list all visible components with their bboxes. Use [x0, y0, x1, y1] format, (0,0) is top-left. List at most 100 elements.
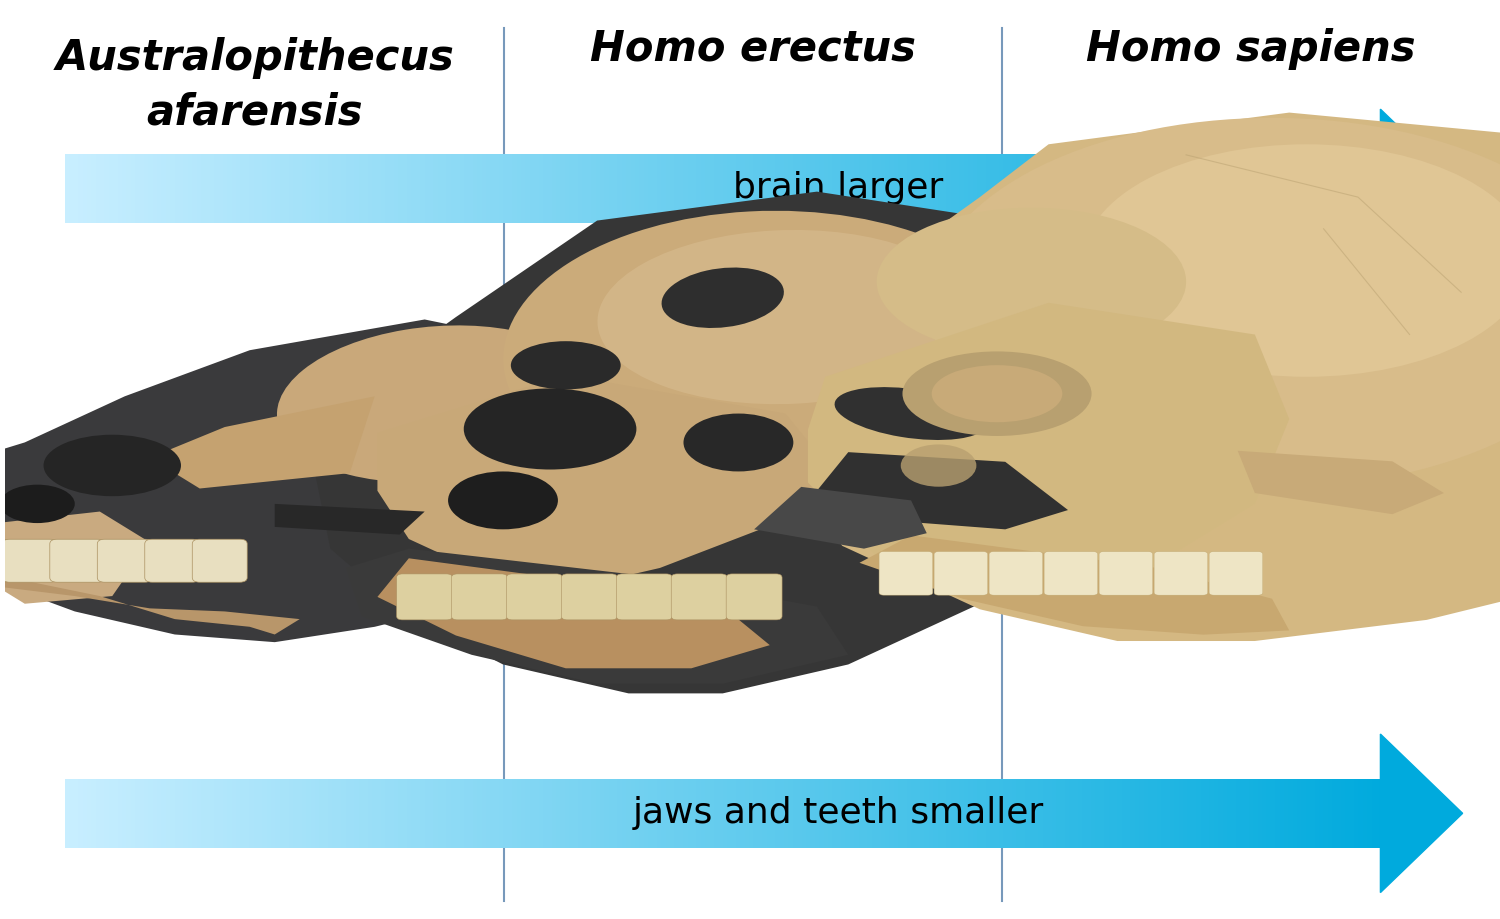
- Bar: [424, 153, 429, 222]
- Bar: [390, 153, 394, 222]
- Bar: [345, 153, 350, 222]
- Bar: [566, 778, 570, 847]
- Bar: [240, 778, 244, 847]
- Bar: [144, 153, 148, 222]
- Bar: [898, 153, 903, 222]
- Bar: [1257, 153, 1262, 222]
- Bar: [718, 153, 723, 222]
- Bar: [504, 778, 509, 847]
- Bar: [801, 778, 806, 847]
- Bar: [447, 778, 452, 847]
- Bar: [354, 778, 358, 847]
- Bar: [1204, 778, 1209, 847]
- Bar: [240, 153, 244, 222]
- Bar: [1270, 778, 1275, 847]
- Bar: [1218, 153, 1222, 222]
- Bar: [846, 153, 850, 222]
- Bar: [969, 778, 972, 847]
- Bar: [876, 153, 880, 222]
- Bar: [1026, 778, 1029, 847]
- Bar: [622, 153, 627, 222]
- Bar: [986, 778, 990, 847]
- Bar: [994, 153, 999, 222]
- Bar: [1148, 153, 1152, 222]
- Bar: [1197, 778, 1200, 847]
- Bar: [964, 778, 969, 847]
- Bar: [1371, 778, 1376, 847]
- Bar: [358, 778, 363, 847]
- Bar: [166, 153, 171, 222]
- Bar: [1179, 153, 1184, 222]
- Polygon shape: [346, 549, 849, 684]
- Bar: [1188, 778, 1192, 847]
- Bar: [964, 153, 969, 222]
- Bar: [680, 153, 684, 222]
- Bar: [714, 778, 718, 847]
- Bar: [794, 778, 798, 847]
- Bar: [1293, 153, 1298, 222]
- Bar: [509, 153, 513, 222]
- Bar: [1122, 153, 1126, 222]
- Bar: [744, 778, 748, 847]
- Bar: [644, 778, 648, 847]
- Bar: [885, 778, 890, 847]
- Bar: [666, 153, 670, 222]
- Bar: [1323, 153, 1328, 222]
- Bar: [534, 778, 538, 847]
- Bar: [201, 778, 206, 847]
- Bar: [1254, 778, 1257, 847]
- Bar: [784, 778, 789, 847]
- Bar: [158, 153, 162, 222]
- Bar: [687, 778, 692, 847]
- Bar: [1017, 778, 1022, 847]
- Bar: [1083, 778, 1086, 847]
- Bar: [381, 153, 386, 222]
- Bar: [1170, 778, 1174, 847]
- Bar: [1148, 778, 1152, 847]
- Bar: [837, 153, 842, 222]
- Bar: [429, 778, 433, 847]
- Bar: [732, 153, 736, 222]
- Bar: [1052, 153, 1056, 222]
- Bar: [933, 153, 938, 222]
- Bar: [1200, 153, 1204, 222]
- Polygon shape: [378, 558, 770, 668]
- Bar: [276, 153, 280, 222]
- Bar: [969, 153, 972, 222]
- Bar: [416, 778, 420, 847]
- Bar: [411, 778, 416, 847]
- FancyBboxPatch shape: [1100, 551, 1154, 596]
- Bar: [648, 153, 652, 222]
- Bar: [114, 778, 117, 847]
- Bar: [464, 153, 468, 222]
- Bar: [630, 153, 634, 222]
- Bar: [1140, 778, 1143, 847]
- Polygon shape: [774, 112, 1500, 641]
- Bar: [174, 153, 178, 222]
- Bar: [1266, 153, 1270, 222]
- Bar: [548, 778, 552, 847]
- Bar: [447, 153, 452, 222]
- Bar: [946, 153, 951, 222]
- Text: Australopithecus
afarensis: Australopithecus afarensis: [56, 37, 454, 134]
- Bar: [122, 778, 126, 847]
- Bar: [1017, 153, 1022, 222]
- Bar: [92, 153, 96, 222]
- Bar: [801, 153, 806, 222]
- Bar: [1004, 153, 1008, 222]
- Bar: [723, 153, 728, 222]
- Bar: [1052, 778, 1056, 847]
- Bar: [1060, 778, 1065, 847]
- Bar: [452, 778, 456, 847]
- FancyBboxPatch shape: [879, 551, 933, 596]
- Bar: [789, 153, 794, 222]
- Bar: [214, 778, 219, 847]
- Bar: [1328, 153, 1332, 222]
- Bar: [692, 153, 696, 222]
- Bar: [586, 778, 591, 847]
- Bar: [302, 153, 306, 222]
- Bar: [1368, 153, 1371, 222]
- Bar: [675, 778, 680, 847]
- Bar: [627, 778, 630, 847]
- Bar: [670, 153, 675, 222]
